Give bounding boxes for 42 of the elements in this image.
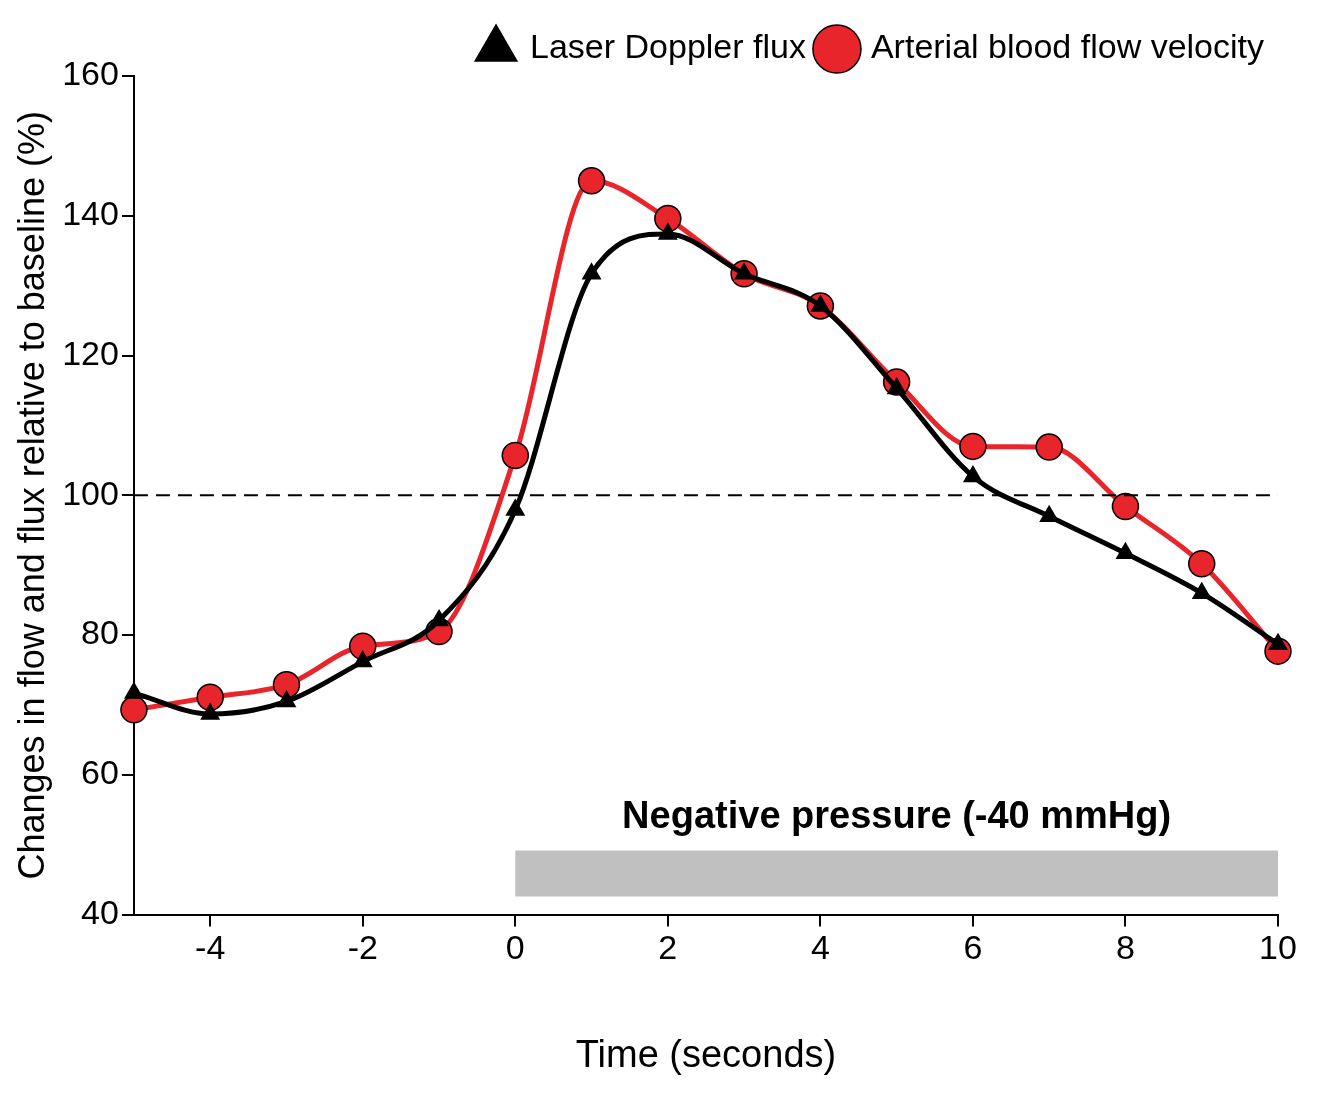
point bbox=[429, 609, 449, 627]
x-tick-label: -2 bbox=[347, 928, 378, 967]
point bbox=[277, 690, 296, 708]
legend-label: Laser Doppler flux bbox=[530, 27, 806, 66]
point bbox=[501, 441, 530, 470]
x-tick-label: 0 bbox=[505, 928, 525, 967]
point bbox=[963, 465, 983, 483]
point bbox=[1116, 542, 1135, 560]
legend-label: Arterial blood flow velocity bbox=[870, 27, 1264, 66]
band-label: Negative pressure (-40 mmHg) bbox=[622, 794, 1172, 837]
point bbox=[582, 263, 601, 280]
point bbox=[1035, 433, 1063, 461]
point bbox=[1111, 492, 1140, 521]
point bbox=[577, 167, 606, 195]
point bbox=[272, 670, 301, 699]
x-tick-label: 8 bbox=[1116, 928, 1135, 967]
point bbox=[505, 499, 525, 516]
point bbox=[1192, 582, 1212, 599]
y-tick-label: 120 bbox=[62, 333, 119, 372]
point bbox=[124, 682, 144, 699]
x-tick-label: 2 bbox=[658, 928, 678, 967]
x-tick-label: 10 bbox=[1259, 928, 1297, 967]
y-tick-label: 100 bbox=[62, 473, 119, 512]
x-tick-label: 4 bbox=[810, 928, 830, 967]
point bbox=[959, 432, 987, 461]
x-tick-label: 6 bbox=[963, 928, 983, 967]
point bbox=[196, 683, 224, 712]
point bbox=[353, 650, 373, 668]
y-tick-label: 80 bbox=[81, 613, 119, 652]
y-axis-title: Changes in flow and flux relative to baseline (%) bbox=[10, 111, 52, 880]
y-tick-label: 60 bbox=[81, 753, 119, 792]
point bbox=[654, 204, 682, 233]
y-tick-label: 160 bbox=[62, 54, 119, 93]
point bbox=[1187, 550, 1216, 578]
point bbox=[1039, 505, 1059, 523]
x-axis-title: Time (seconds) bbox=[575, 1032, 837, 1075]
point bbox=[120, 696, 148, 724]
point bbox=[200, 703, 220, 720]
y-tick-label: 140 bbox=[62, 194, 119, 233]
point bbox=[658, 223, 678, 240]
y-tick-label: 40 bbox=[81, 892, 119, 931]
x-tick-label: -4 bbox=[195, 928, 226, 967]
